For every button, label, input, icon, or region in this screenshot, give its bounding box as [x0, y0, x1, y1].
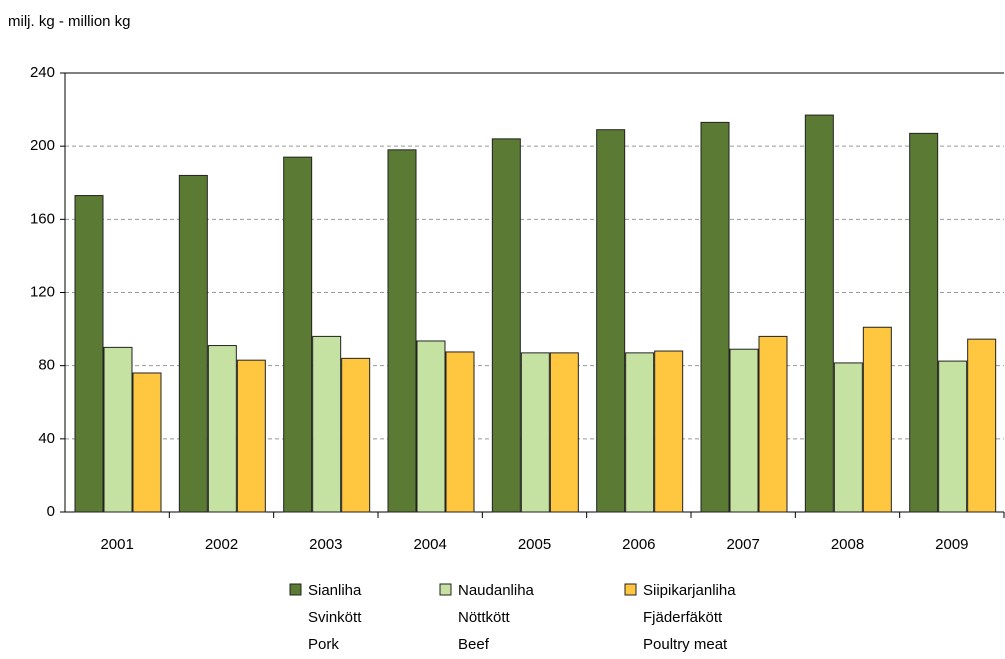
legend-label: Siipikarjanliha — [643, 582, 736, 599]
bar — [938, 360, 968, 513]
bar — [625, 352, 655, 513]
x-tick-label: 2003 — [309, 536, 342, 553]
x-tick-label: 2008 — [831, 536, 864, 553]
legend-swatch — [439, 583, 452, 596]
legend-label: Pork — [308, 636, 339, 653]
legend-swatch — [624, 583, 637, 596]
bar — [833, 362, 863, 513]
y-axis-label: milj. kg - million kg — [8, 13, 131, 30]
legend-label: Beef — [458, 636, 490, 653]
x-tick-label: 2002 — [205, 536, 238, 553]
y-tick-label: 80 — [38, 357, 55, 374]
legend-label: Nöttkött — [458, 609, 511, 626]
x-tick-label: 2001 — [100, 536, 133, 553]
bar — [758, 335, 788, 513]
bar — [967, 338, 997, 513]
y-tick-label: 0 — [47, 503, 55, 520]
bar — [74, 195, 104, 513]
legend-label: Naudanliha — [458, 582, 535, 599]
bar — [549, 352, 579, 513]
y-tick-label: 160 — [30, 210, 55, 227]
bar — [654, 350, 684, 513]
y-tick-label: 40 — [38, 430, 55, 447]
bar — [700, 121, 730, 513]
bar — [491, 138, 521, 513]
bar — [341, 357, 371, 513]
bar — [103, 346, 133, 513]
x-tick-label: 2007 — [726, 536, 759, 553]
bar — [178, 174, 208, 513]
y-tick-label: 240 — [30, 64, 55, 81]
bar — [862, 326, 892, 513]
bar — [416, 340, 446, 513]
legend-label: Svinkött — [308, 609, 362, 626]
bar — [729, 348, 759, 513]
legend-label: Fjäderfäkött — [643, 609, 723, 626]
bar — [207, 345, 237, 513]
y-tick-label: 120 — [30, 283, 55, 300]
x-tick-label: 2004 — [413, 536, 446, 553]
x-tick-label: 2005 — [518, 536, 551, 553]
bar — [387, 149, 417, 513]
y-tick-label: 200 — [30, 137, 55, 154]
bar — [804, 114, 834, 513]
bar — [132, 372, 162, 513]
bar — [445, 351, 475, 513]
bar — [312, 335, 342, 513]
bar — [236, 359, 266, 513]
legend-label: Sianliha — [308, 582, 362, 599]
legend-label: Poultry meat — [643, 636, 728, 653]
legend-swatch — [289, 583, 302, 596]
x-tick-label: 2006 — [622, 536, 655, 553]
x-tick-label: 2009 — [935, 536, 968, 553]
bar — [596, 129, 626, 513]
bar — [520, 352, 550, 513]
bar — [909, 132, 939, 513]
bar — [283, 156, 313, 513]
